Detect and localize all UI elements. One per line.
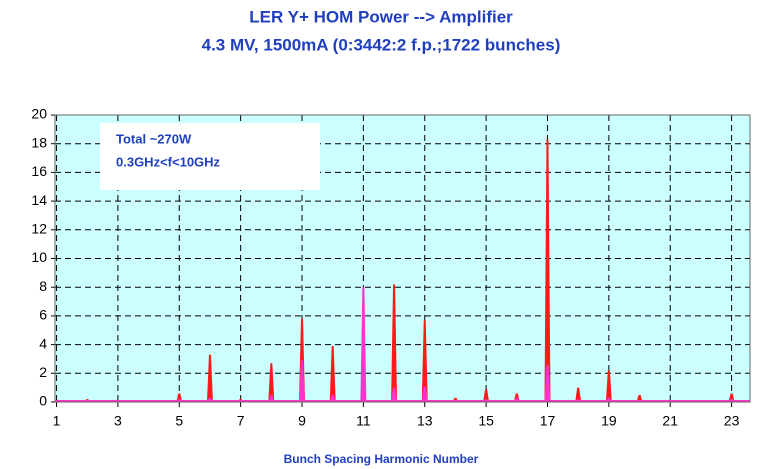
y-tick-label: 16 (31, 163, 47, 179)
x-tick-label: 21 (662, 413, 678, 429)
y-tick-label: 8 (39, 278, 47, 294)
spike (268, 363, 275, 402)
x-tick-label: 23 (724, 413, 740, 429)
plot-frame (54, 114, 751, 403)
y-tick-label: 2 (39, 364, 47, 380)
y-tick-label: 14 (31, 192, 47, 208)
spike (329, 346, 336, 402)
spike (544, 364, 551, 402)
spike (360, 287, 367, 402)
x-tick-label: 9 (298, 413, 306, 429)
x-axis-label: Bunch Spacing Harmonic Number (284, 452, 479, 466)
y-tick-label: 18 (31, 134, 47, 150)
spike (299, 360, 306, 402)
annotation: 0.3GHz<f<10GHz (116, 154, 221, 169)
spike (421, 320, 428, 402)
x-tick-label: 15 (478, 413, 494, 429)
spike (391, 284, 398, 402)
x-tick-label: 19 (601, 413, 617, 429)
spike (544, 139, 551, 402)
annotation: Total ~270W (116, 131, 192, 146)
y-tick-label: 4 (39, 335, 47, 351)
spike (483, 389, 490, 402)
x-tick-label: 1 (53, 413, 61, 429)
x-tick-label: 17 (540, 413, 556, 429)
y-tick-label: 0 (39, 393, 47, 409)
y-tick-label: 20 (31, 106, 47, 122)
chart-title: LER Y+ HOM Power --> Amplifier (249, 7, 513, 26)
y-tick-label: 12 (31, 221, 47, 237)
x-tick-label: 11 (356, 413, 371, 429)
y-tick-label: 10 (31, 249, 47, 265)
spike (575, 387, 582, 402)
spike (206, 354, 213, 402)
spike (391, 387, 398, 402)
annotation-box (100, 123, 320, 190)
x-tick-label: 7 (237, 413, 245, 429)
y-tick-label: 6 (39, 307, 47, 323)
x-tick-label: 5 (175, 413, 183, 429)
x-tick-label: 13 (417, 413, 433, 429)
spike (605, 370, 612, 402)
x-tick-label: 3 (114, 413, 122, 429)
chart-subtitle: 4.3 MV, 1500mA (0:3442:2 f.p.;1722 bunch… (202, 35, 561, 54)
spike (421, 386, 428, 402)
